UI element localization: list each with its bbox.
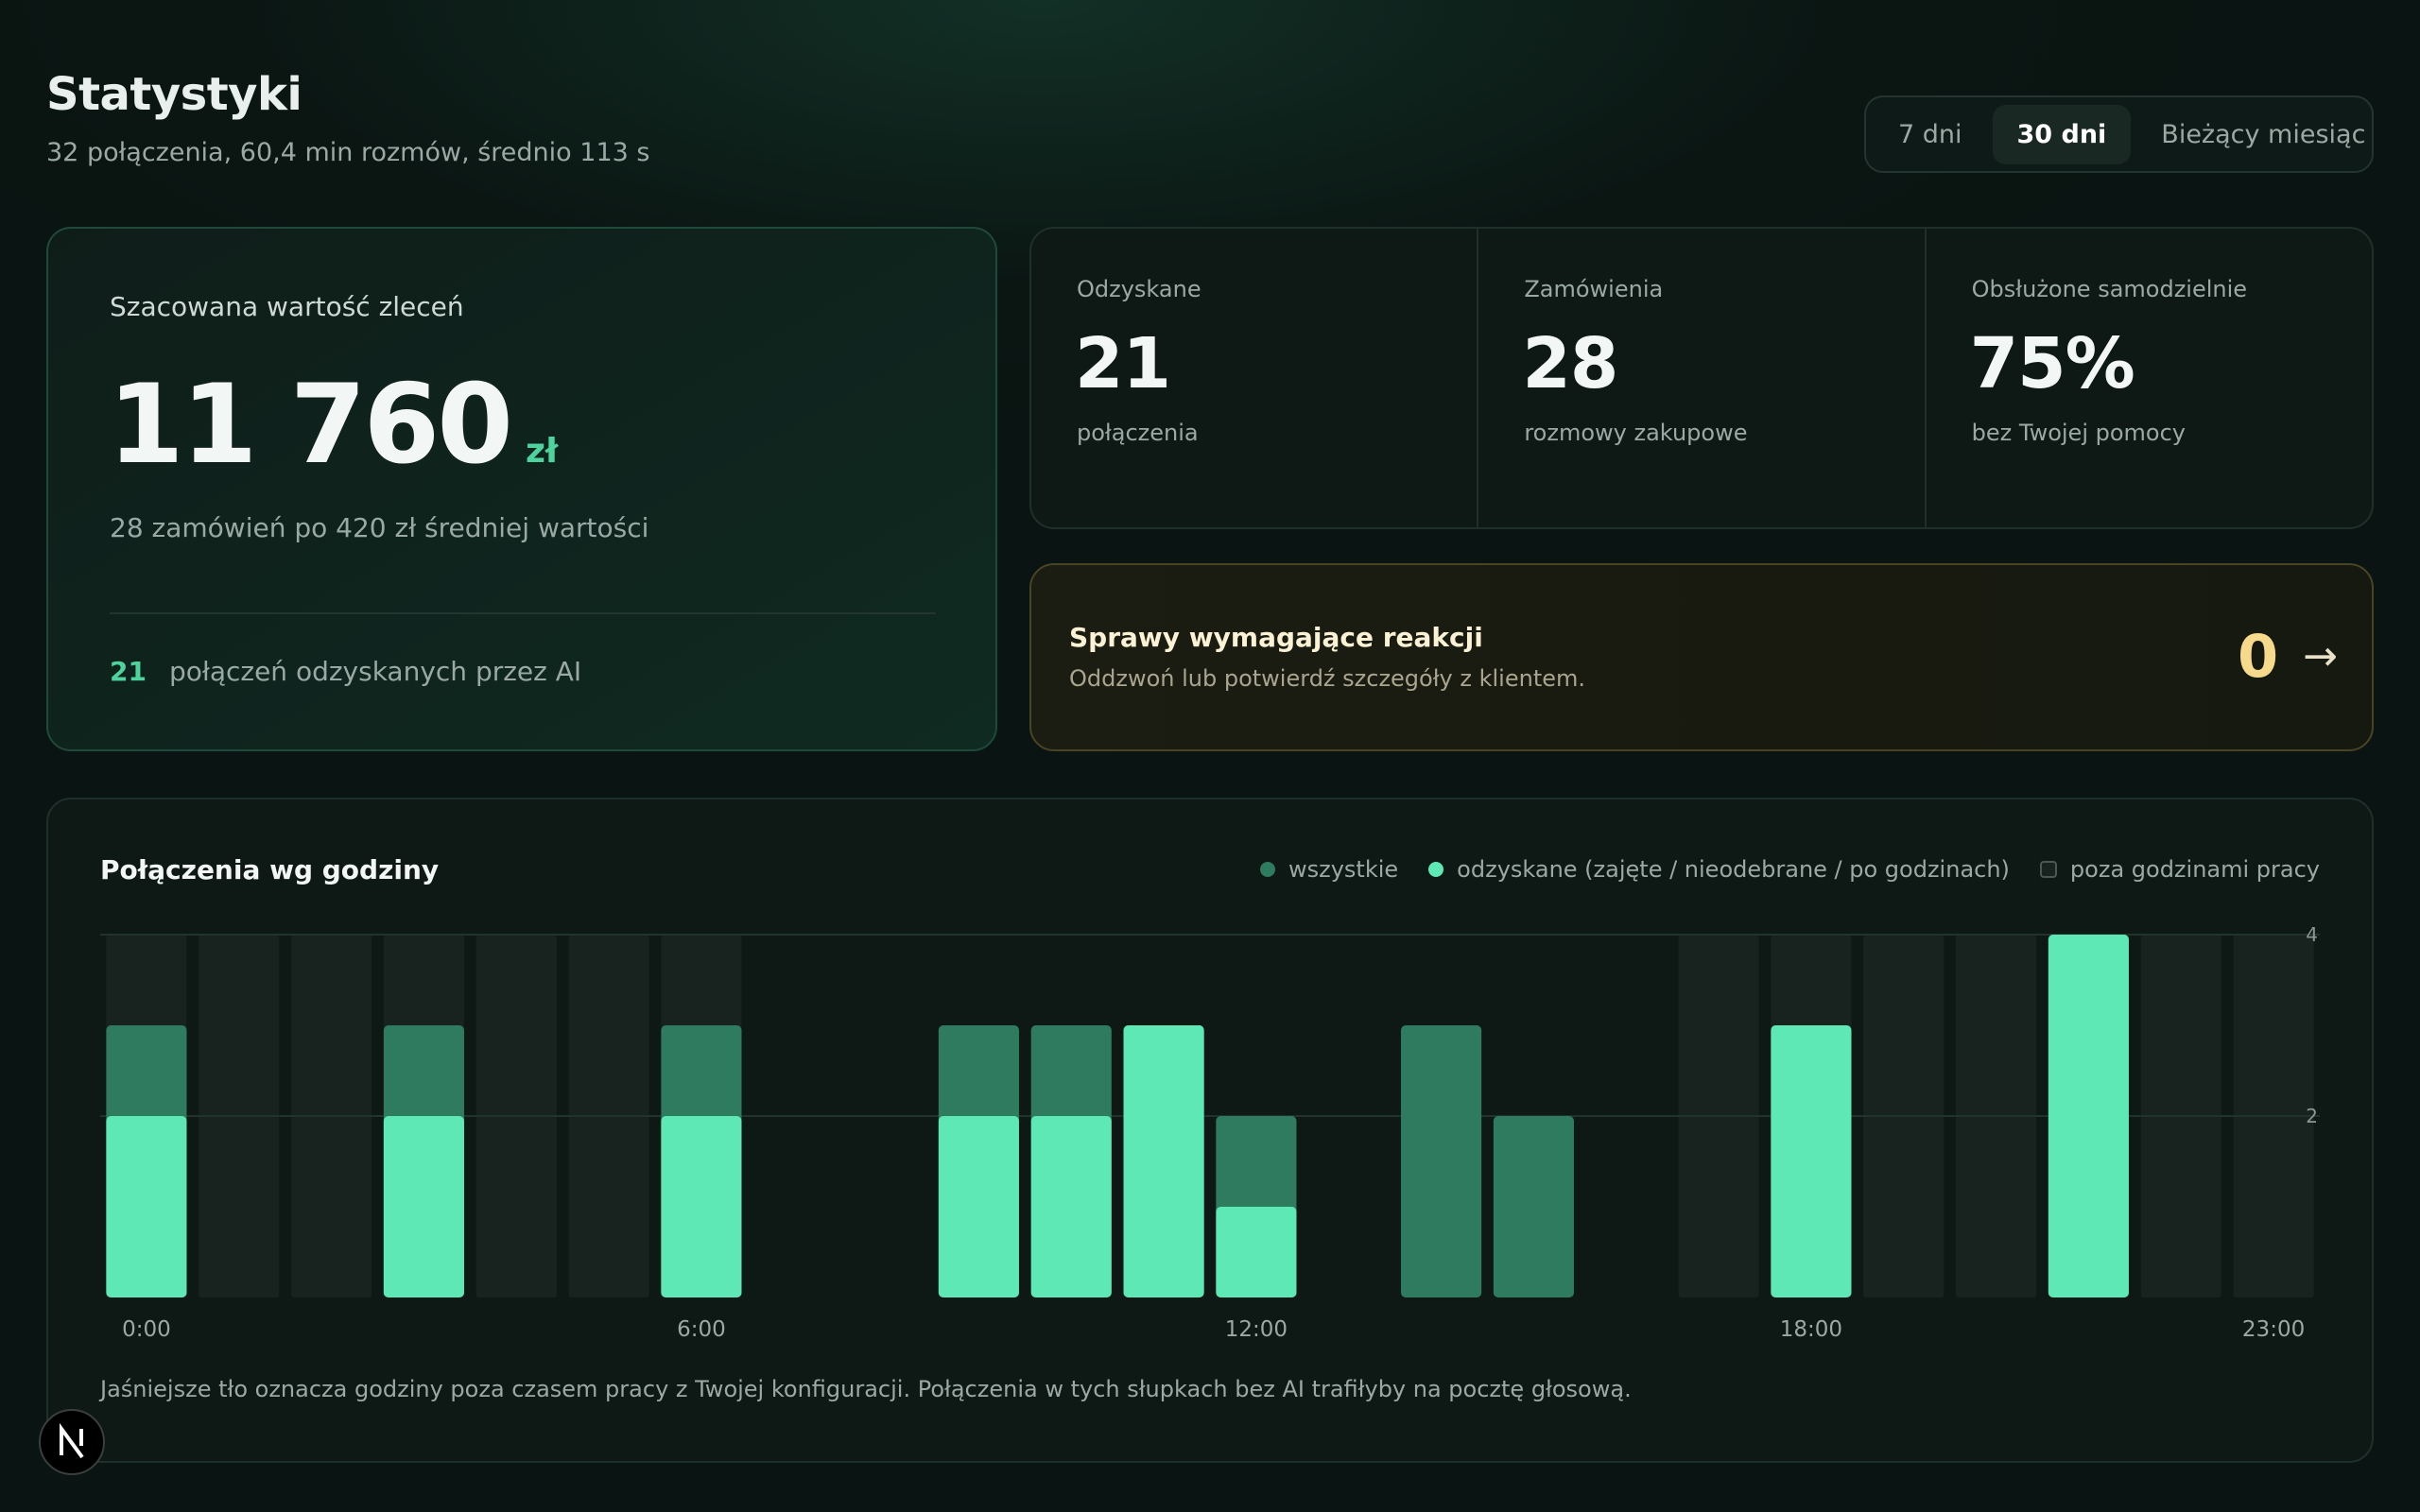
legend-swatch	[1259, 862, 1275, 877]
alert-text: Oddzwoń lub potwierdź szczegóły z klient…	[1069, 665, 1585, 692]
stat: Obsłużone samodzielnie 75% bez Twojej po…	[1927, 229, 2372, 527]
divider	[110, 612, 936, 614]
x-tick-label: 12:00	[1225, 1317, 1288, 1342]
stat-value: 28	[1522, 323, 1618, 404]
tab[interactable]: Bieżący miesiąc	[2161, 119, 2366, 149]
alert-count: 0	[2237, 622, 2279, 691]
legend-label: odzyskane (zajęte / nieodebrane / po god…	[1457, 856, 2010, 883]
tab[interactable]: 7 dni	[1898, 119, 1962, 149]
x-tick-label: 6:00	[677, 1317, 726, 1342]
bar	[2048, 935, 2129, 1297]
legend-swatch	[1428, 862, 1444, 877]
legend-item: wszystkie	[1259, 856, 1399, 883]
unit: zł	[525, 432, 559, 471]
legend-item: poza godzinami pracy	[2039, 856, 2320, 883]
card-label: Szacowana wartość zleceń	[110, 291, 464, 322]
stat-value: 21	[1075, 323, 1171, 404]
bar	[383, 1116, 464, 1297]
stat-caption: bez Twojej pomocy	[1971, 420, 2186, 446]
chart-title: Połączenia wg godziny	[100, 854, 440, 885]
x-tick-label: 23:00	[2242, 1317, 2305, 1342]
value-card: Szacowana wartość zleceń 11 760 zł 28 za…	[46, 227, 997, 751]
stat: Zamówienia 28 rozmowy zakupowe	[1478, 229, 1927, 527]
bar	[1216, 1207, 1297, 1297]
bar	[1401, 1025, 1482, 1297]
stat-caption: połączenia	[1077, 420, 1199, 446]
bar	[661, 1116, 742, 1297]
bar	[1493, 1116, 1574, 1297]
x-tick-label: 0:00	[122, 1317, 171, 1342]
card-footer: 21 połączeń odzyskanych przez AI	[110, 656, 581, 687]
bar	[1123, 1025, 1204, 1297]
period-tabs: 7 dni 30 dni Bieżący miesiąc	[1864, 95, 2374, 173]
legend-item: odzyskane (zajęte / nieodebrane / po god…	[1428, 856, 2010, 883]
stat-caption: rozmowy zakupowe	[1524, 420, 1748, 446]
footer-text: połączeń odzyskanych przez AI	[168, 656, 582, 687]
footer-count: 21	[110, 656, 147, 687]
y-tick-label: 4	[2306, 923, 2318, 946]
big-value: 11 760	[108, 361, 513, 489]
legend-label: poza godzinami pracy	[2069, 856, 2320, 883]
legend-label: wszystkie	[1288, 856, 1399, 883]
y-tick-label: 2	[2306, 1105, 2318, 1127]
chart-note: Jaśniejsze tło oznacza godziny poza czas…	[100, 1376, 1632, 1402]
legend: wszystkie odzyskane (zajęte / nieodebrane…	[1259, 856, 2320, 883]
alert-arrow[interactable]: →	[2303, 632, 2338, 680]
stat-label: Odzyskane	[1077, 276, 1201, 302]
alert-count-group: 0 →	[2238, 622, 2338, 691]
card-description: 28 zamówień po 420 zł średniej wartości	[110, 512, 649, 543]
legend-swatch	[2039, 861, 2057, 878]
page-subtitle: 32 połączenia, 60,4 min rozmów, średnio …	[46, 138, 650, 167]
x-tick-label: 18:00	[1780, 1317, 1842, 1342]
stats-card: Odzyskane 21 połączenia Zamówienia 28 ro…	[1029, 227, 2374, 529]
bar	[106, 1116, 187, 1297]
stat-label: Zamówienia	[1524, 276, 1664, 302]
value-row: 11 760 zł	[108, 361, 558, 489]
bar	[938, 1116, 1019, 1297]
stat: Odzyskane 21 połączenia	[1031, 229, 1479, 527]
stat-label: Obsłużone samodzielnie	[1971, 276, 2248, 302]
alert-title: Sprawy wymagające reakcji	[1069, 622, 1483, 653]
bar	[1030, 1116, 1112, 1297]
stat-value: 75%	[1969, 323, 2135, 404]
page-title: Statystyki	[46, 68, 302, 121]
alert-card[interactable]: Sprawy wymagające reakcji Oddzwoń lub po…	[1029, 563, 2374, 751]
dev-badge[interactable]	[38, 1408, 106, 1476]
bar	[1771, 1025, 1852, 1297]
tab[interactable]: 30 dni	[1992, 104, 2132, 164]
